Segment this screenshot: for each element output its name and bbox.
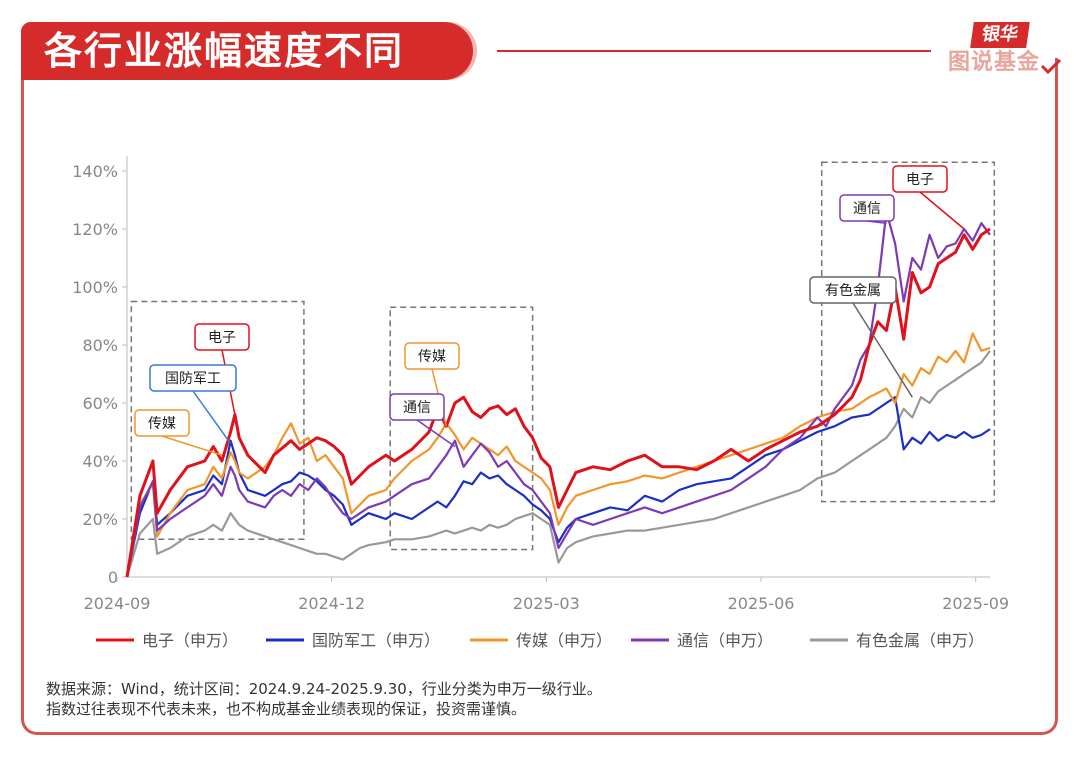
- callout-pointer: [852, 302, 913, 398]
- callout-label: 通信: [853, 201, 881, 217]
- x-axis: 2024-09 2024-12 2025-03 2025-06 2025-09: [84, 576, 1009, 613]
- callout-box: [809, 276, 897, 304]
- x-tick-label: 2025-03: [513, 594, 580, 613]
- series-line: [125, 227, 991, 578]
- x-tick-label: 2024-09: [84, 594, 151, 613]
- callout-box: [134, 409, 190, 437]
- y-tick-label: 40%: [82, 452, 118, 471]
- disclaimer-line: 指数过往表现不代表未来，也不构成基金业绩表现的保证，投资需谨慎。: [46, 700, 527, 718]
- x-tick-label: 2025-06: [728, 594, 795, 613]
- highlight-box: [389, 306, 534, 551]
- callout-pointer: [192, 390, 232, 445]
- legend-label: 有色金属（申万）: [856, 631, 984, 650]
- content-frame: [21, 58, 1058, 735]
- callout-label: 传媒: [418, 349, 446, 365]
- callout-label: 传媒: [148, 416, 176, 432]
- series-line: [125, 396, 991, 578]
- callout-box: [149, 364, 237, 392]
- callout-box: [389, 393, 445, 421]
- highlight-box: [130, 300, 305, 541]
- callout-label: 国防军工: [165, 371, 221, 387]
- brand-logo-bottom: 图说基金: [948, 50, 1041, 75]
- callout-box: [839, 194, 895, 222]
- checkmark-icon: [1040, 58, 1062, 75]
- series-line: [125, 350, 991, 578]
- source-line: 数据来源：Wind，统计区间：2024.9.24-2025.9.30，行业分类为…: [46, 680, 602, 698]
- callout-pointer: [161, 435, 223, 456]
- y-tick-label: 100%: [72, 278, 118, 297]
- title-banner: [21, 22, 473, 80]
- highlight-boxes: [130, 161, 996, 551]
- series-line: [125, 210, 991, 578]
- callout-box: [404, 342, 460, 370]
- title-divider: [497, 50, 931, 52]
- line-chart: 0 20% 40% 60% 80% 100% 120% 140% 2024-09 2024-12…: [72, 156, 1009, 650]
- callout-label: 通信: [403, 400, 431, 416]
- highlight-box: [820, 161, 996, 503]
- legend-label: 电子（申万）: [142, 631, 238, 650]
- x-tick-label: 2024-12: [298, 594, 365, 613]
- legend-label: 通信（申万）: [677, 631, 773, 650]
- callout-label: 电子: [208, 330, 236, 346]
- callout-label: 有色金属: [825, 282, 881, 299]
- page-title: 各行业涨幅速度不同: [44, 29, 405, 73]
- legend-label: 传媒（申万）: [516, 631, 612, 650]
- callout-box: [892, 165, 948, 193]
- y-tick-label: 80%: [82, 336, 118, 355]
- legend: 电子（申万） 国防军工（申万） 传媒（申万） 通信（申万） 有色金属（申万）: [96, 631, 984, 650]
- callout-pointer: [416, 419, 456, 448]
- legend-label: 国防军工（申万）: [312, 631, 440, 650]
- y-tick-label: 20%: [82, 510, 118, 529]
- y-axis: 0 20% 40% 60% 80% 100% 120% 140%: [72, 156, 128, 587]
- callout-pointer: [919, 191, 965, 230]
- callout-label: 电子: [906, 172, 934, 188]
- series-lines: [125, 210, 991, 578]
- callout-box: [194, 323, 250, 351]
- y-tick-label: 60%: [82, 394, 118, 413]
- y-tick-label: 0: [108, 568, 118, 587]
- y-tick-label: 140%: [72, 162, 118, 181]
- x-tick-label: 2025-09: [942, 594, 1009, 613]
- series-line: [125, 332, 991, 578]
- source-note: 数据来源：Wind，统计区间：2024.9.24-2025.9.30，行业分类为…: [46, 679, 602, 719]
- y-tick-label: 120%: [72, 220, 118, 239]
